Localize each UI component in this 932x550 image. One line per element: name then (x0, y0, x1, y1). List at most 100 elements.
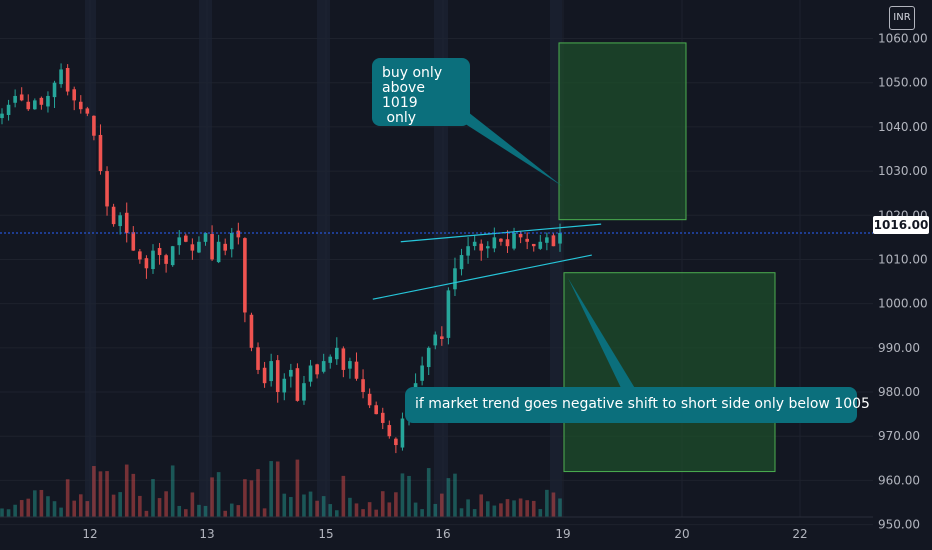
volume-bar (302, 494, 306, 517)
y-tick-label: 1040.00 (878, 120, 928, 134)
candle-body (420, 365, 424, 381)
target-zone (563, 272, 776, 473)
volume-bar (131, 473, 136, 517)
candle-body (256, 347, 260, 370)
candle-body (466, 246, 470, 256)
volume-bar (118, 492, 122, 517)
candle-body (164, 255, 168, 264)
target-zone (558, 42, 687, 221)
candle-body (518, 233, 523, 238)
candle-body (315, 364, 319, 375)
volume-bar (374, 509, 378, 517)
volume-bar (328, 504, 333, 517)
candle-body (551, 235, 556, 247)
volume-bar (440, 493, 444, 517)
volume-bar (558, 498, 562, 517)
candle-body (446, 290, 451, 338)
volume-bar (59, 507, 63, 517)
candle-body (236, 230, 241, 238)
candle-body (472, 241, 477, 247)
candle-body (0, 113, 4, 119)
candle-body (394, 438, 398, 446)
x-tick-label: 22 (792, 527, 807, 541)
candle-body (105, 171, 109, 207)
x-tick-label: 15 (318, 527, 333, 541)
candle-body (216, 241, 221, 263)
candle-body (98, 134, 103, 172)
candle-body (321, 361, 326, 372)
volume-bar (545, 489, 549, 517)
volume-bar (315, 500, 319, 517)
candle-body (26, 101, 31, 110)
volume-bar (144, 510, 149, 517)
volume-bar (295, 459, 300, 517)
volume-bar (400, 473, 405, 517)
candle-body (426, 347, 431, 368)
candle-body (505, 239, 510, 247)
y-tick-label: 990.00 (878, 341, 920, 355)
volume-bar (269, 461, 273, 517)
y-tick-label: 970.00 (878, 429, 920, 443)
candle-body (229, 232, 234, 250)
volume-bar (505, 499, 510, 517)
candle-body (328, 356, 333, 363)
volume-bar (348, 497, 352, 517)
volume-bar (111, 494, 116, 517)
volume-bar (459, 508, 464, 517)
currency-badge[interactable]: INR (889, 6, 915, 30)
short-annotation[interactable]: if market trend goes negative shift to s… (405, 387, 870, 423)
y-tick-label: 1050.00 (878, 76, 928, 90)
volume-bar (551, 492, 556, 517)
x-tick-label: 12 (82, 527, 97, 541)
candle-body (151, 250, 155, 270)
volume-bar (216, 472, 221, 517)
volume-bar (256, 469, 260, 517)
volume-bar (203, 505, 208, 517)
candle-body (65, 67, 70, 92)
volume-bar (394, 492, 398, 517)
candle-body (367, 393, 372, 406)
session-band (317, 0, 330, 517)
candle-body (499, 238, 503, 242)
y-tick-label: 1010.00 (878, 252, 928, 266)
volume-bar (426, 468, 431, 517)
volume-bar (262, 508, 267, 517)
candle-body (197, 241, 201, 253)
x-axis: 12 13 15 16 19 20 22 (0, 516, 873, 541)
candle-body (243, 238, 247, 313)
candle-body (440, 336, 444, 339)
buy-annotation[interactable]: buy only above 1019 only (372, 58, 470, 126)
candle-body (210, 234, 214, 260)
short-annotation-pointer (568, 278, 636, 390)
volume-bar (164, 491, 168, 517)
candle-body (295, 368, 300, 401)
volume-bar (512, 500, 516, 517)
buy-annotation-line-1: buy only (382, 65, 443, 81)
candle-body (59, 69, 63, 85)
volume-bar (472, 509, 477, 517)
candle-body (341, 348, 346, 370)
buy-annotation-pointer (456, 112, 562, 186)
volume-bar (223, 510, 227, 517)
volume-bar (184, 509, 188, 517)
y-tick-label: 950.00 (878, 518, 920, 532)
volume-bar (190, 492, 195, 517)
candle-body (190, 244, 195, 251)
candle-body (177, 237, 182, 246)
volume-bar (85, 501, 90, 517)
candle-body (262, 367, 267, 384)
volume-bar (453, 473, 457, 517)
candle-body (39, 97, 44, 105)
candle-body (433, 334, 438, 346)
candle-body (13, 95, 17, 103)
y-axis: 950.00 960.00 970.00 980.00 990.00 1000.00 101… (878, 32, 928, 532)
annotation-pointers (456, 112, 636, 390)
candle-body (387, 425, 392, 437)
volume-bar (33, 490, 37, 517)
candle-body (275, 360, 280, 393)
candle-body (453, 268, 457, 290)
volume-bar (446, 478, 451, 517)
volume-bar (479, 494, 484, 517)
candle-body (111, 206, 116, 225)
candle-body (269, 361, 273, 382)
